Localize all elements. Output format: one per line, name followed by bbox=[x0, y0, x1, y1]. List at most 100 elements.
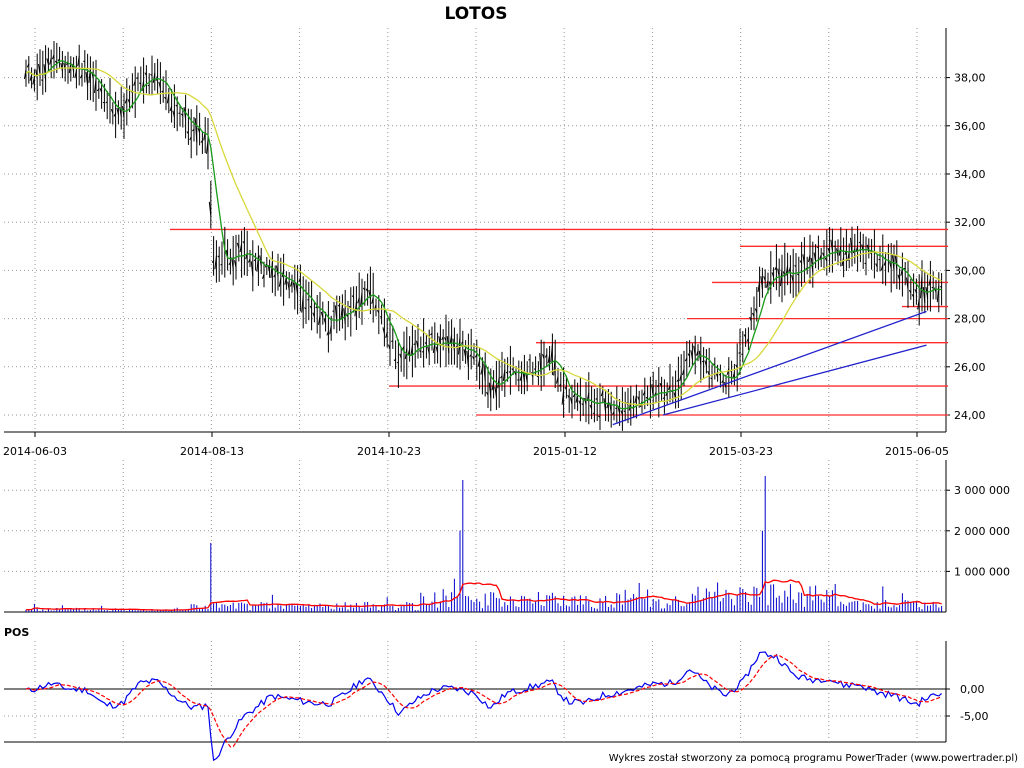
price-bar-open bbox=[813, 252, 817, 262]
price-bar-open bbox=[771, 272, 775, 278]
price-bar-open bbox=[29, 74, 33, 81]
footer-credit: Wykres został stworzony za pomocą progra… bbox=[609, 753, 1018, 764]
price-bar-open bbox=[337, 304, 340, 307]
price-bar-open bbox=[290, 280, 293, 287]
price-x-tick-label: 2015-01-12 bbox=[533, 445, 597, 458]
price-bar-open bbox=[738, 352, 741, 354]
trendline bbox=[662, 344, 927, 416]
price-bar-open bbox=[889, 261, 892, 269]
price-bar-open bbox=[144, 72, 147, 76]
price-bar-open bbox=[323, 318, 327, 325]
price-bar-open bbox=[696, 350, 699, 356]
price-bar-open bbox=[94, 78, 97, 94]
price-bar-open bbox=[105, 101, 108, 104]
price-bar-open bbox=[152, 72, 156, 83]
price-bar-open bbox=[502, 369, 506, 382]
price-bar-open bbox=[228, 262, 231, 266]
price-bar-open bbox=[231, 257, 234, 270]
price-bar-open bbox=[612, 411, 615, 415]
price-bar-open bbox=[365, 288, 369, 292]
price-bar-open bbox=[752, 312, 755, 317]
price-bar-open bbox=[687, 353, 691, 357]
price-bar-open bbox=[192, 128, 195, 132]
price-bar-open bbox=[794, 265, 797, 267]
price-bar-open bbox=[463, 349, 467, 358]
price-bar-open bbox=[900, 267, 903, 276]
price-bar-open bbox=[379, 316, 382, 318]
price-x-tick-label: 2014-10-23 bbox=[357, 445, 421, 458]
price-bar-open bbox=[399, 353, 402, 359]
price-bar-open bbox=[668, 385, 671, 391]
price-bar-open bbox=[542, 353, 545, 360]
pos-indicator-line bbox=[25, 651, 942, 762]
price-bar-open bbox=[791, 275, 794, 283]
price-bar-open bbox=[99, 88, 103, 93]
price-bar-open bbox=[721, 379, 724, 384]
price-bar-open bbox=[136, 76, 139, 80]
price-bar-open bbox=[505, 371, 508, 374]
pos-label: POS bbox=[4, 626, 29, 639]
price-bar-open bbox=[32, 76, 35, 85]
price-bar-open bbox=[452, 338, 455, 351]
price-bar-open bbox=[589, 404, 593, 409]
price-bar-open bbox=[88, 68, 91, 83]
price-bar-open bbox=[894, 255, 898, 270]
price-bar-open bbox=[180, 113, 184, 117]
price-bar-open bbox=[693, 345, 696, 356]
price-bar-open bbox=[248, 258, 251, 263]
price-bar-open bbox=[936, 285, 940, 303]
price-bar-open bbox=[488, 382, 492, 398]
price-bar-open bbox=[494, 386, 497, 397]
price-bar-open bbox=[57, 58, 61, 62]
price-bar-open bbox=[343, 308, 346, 324]
price-bar-open bbox=[96, 88, 100, 92]
price-bar-open bbox=[547, 354, 551, 364]
volume-y-tick-label: 1 000 000 bbox=[954, 565, 1010, 578]
price-bar-open bbox=[334, 305, 338, 322]
price-bar-open bbox=[866, 244, 870, 254]
price-bar-open bbox=[413, 343, 416, 346]
price-bar-open bbox=[24, 69, 27, 80]
price-bar-open bbox=[500, 375, 503, 379]
price-bar-open bbox=[60, 63, 63, 72]
price-bar-open bbox=[38, 63, 41, 75]
price-bar-open bbox=[920, 274, 923, 299]
price-bar-open bbox=[570, 397, 573, 405]
price-y-tick-label: 38,00 bbox=[954, 72, 986, 85]
volume-panel: 1 000 000 2 000 000 3 000 000 bbox=[4, 460, 1010, 613]
price-bar-open bbox=[880, 264, 884, 271]
price-bar-open bbox=[444, 337, 447, 342]
price-bar-open bbox=[598, 415, 601, 418]
price-bar-open bbox=[491, 382, 495, 391]
price-bar-open bbox=[802, 254, 805, 265]
price-bar-open bbox=[556, 376, 559, 384]
price-bar-open bbox=[595, 397, 598, 400]
price-bar-open bbox=[749, 316, 752, 322]
price-bar-open bbox=[486, 391, 489, 396]
price-bar-open bbox=[528, 358, 531, 361]
price-bar-open bbox=[41, 79, 43, 81]
price-bar-open bbox=[430, 332, 433, 336]
price-bar-open bbox=[441, 336, 444, 341]
price-bar-open bbox=[278, 278, 282, 287]
price-bar-open bbox=[760, 276, 763, 290]
price-bar-open bbox=[850, 237, 853, 256]
price-bar-open bbox=[214, 256, 217, 270]
price-bar-open bbox=[276, 265, 279, 277]
price-bar-open bbox=[133, 80, 136, 86]
price-bar-open bbox=[220, 263, 223, 266]
price-bar-open bbox=[474, 354, 478, 358]
price-bar-open bbox=[273, 274, 276, 278]
price-bar-open bbox=[46, 58, 49, 65]
price-bar-open bbox=[763, 276, 766, 281]
price-bar-open bbox=[326, 331, 329, 336]
price-bar-open bbox=[239, 243, 243, 253]
price-bar-open bbox=[186, 131, 189, 134]
price-y-tick-label: 36,00 bbox=[954, 120, 986, 133]
price-bar-open bbox=[743, 334, 747, 338]
price-bar-open bbox=[388, 344, 391, 350]
price-bar-open bbox=[483, 363, 486, 381]
chart-title: LOTOS bbox=[445, 4, 508, 24]
price-bar-open bbox=[642, 391, 646, 396]
price-bar-open bbox=[623, 410, 626, 413]
